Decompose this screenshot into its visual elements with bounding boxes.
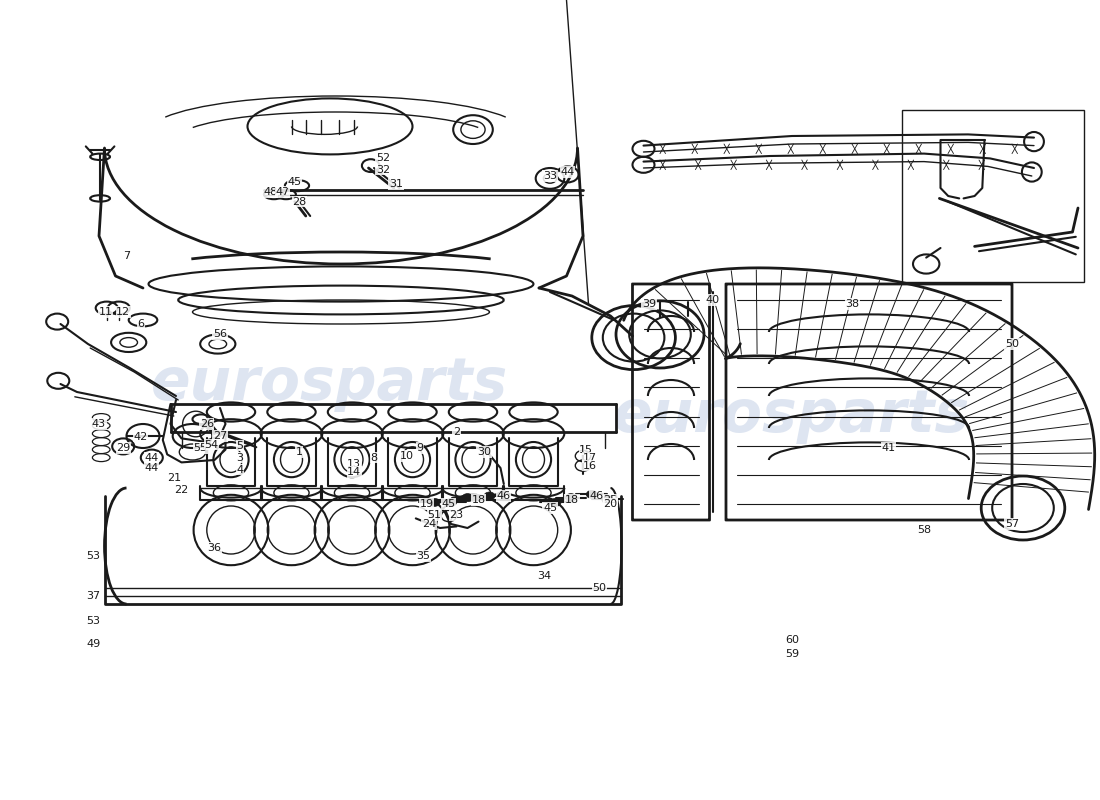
Text: 40: 40	[706, 295, 719, 305]
Ellipse shape	[602, 495, 613, 503]
Text: 1: 1	[296, 447, 303, 457]
Text: 9: 9	[417, 443, 424, 453]
Text: 46: 46	[590, 491, 603, 501]
Text: 18: 18	[565, 495, 579, 505]
Ellipse shape	[586, 490, 597, 498]
Text: 55: 55	[194, 443, 207, 453]
Text: 25: 25	[604, 495, 617, 505]
Text: 17: 17	[583, 453, 596, 462]
Text: 50: 50	[1005, 339, 1019, 349]
Text: 57: 57	[1005, 519, 1019, 529]
Text: 20: 20	[604, 499, 617, 509]
Text: 37: 37	[87, 591, 100, 601]
Text: 7: 7	[123, 251, 130, 261]
Text: 2: 2	[453, 427, 460, 437]
Text: 24: 24	[422, 519, 436, 529]
Text: 29: 29	[117, 443, 130, 453]
Text: 8: 8	[371, 453, 377, 462]
Text: 45: 45	[288, 178, 301, 187]
Text: 58: 58	[917, 525, 931, 534]
Text: 45: 45	[543, 503, 557, 513]
Text: 4: 4	[236, 465, 243, 474]
Text: 14: 14	[348, 467, 361, 477]
Text: 18: 18	[472, 495, 485, 505]
Text: 41: 41	[882, 443, 895, 453]
Text: 52: 52	[376, 154, 389, 163]
Text: 35: 35	[417, 551, 430, 561]
Text: 56: 56	[213, 330, 227, 339]
Text: 45: 45	[442, 499, 455, 509]
Text: 47: 47	[276, 187, 289, 197]
Text: eurosparts: eurosparts	[614, 387, 970, 445]
Text: 31: 31	[389, 179, 403, 189]
Text: 50: 50	[593, 583, 606, 593]
Text: 59: 59	[785, 650, 799, 659]
Ellipse shape	[446, 498, 456, 506]
Bar	[902, 110, 1084, 282]
Text: 48: 48	[264, 187, 277, 197]
Text: 19: 19	[420, 499, 433, 509]
Text: 43: 43	[92, 419, 106, 429]
Text: 5: 5	[236, 441, 243, 450]
Text: 21: 21	[167, 473, 180, 482]
Text: 53: 53	[87, 551, 100, 561]
Text: 6: 6	[138, 319, 144, 329]
Ellipse shape	[550, 498, 561, 506]
Text: 44: 44	[145, 463, 158, 473]
Text: 28: 28	[293, 197, 306, 206]
Text: 46: 46	[497, 491, 510, 501]
Text: 32: 32	[376, 165, 389, 174]
Text: 60: 60	[785, 635, 799, 645]
Text: 10: 10	[400, 451, 414, 461]
Text: 23: 23	[450, 510, 463, 520]
Text: 51: 51	[428, 510, 441, 520]
Text: 30: 30	[477, 447, 491, 457]
Text: 11: 11	[99, 307, 112, 317]
Text: 33: 33	[543, 171, 557, 181]
Text: 42: 42	[134, 432, 147, 442]
Text: 15: 15	[580, 445, 593, 454]
Text: 38: 38	[846, 299, 859, 309]
Text: 54: 54	[205, 440, 218, 450]
Text: 36: 36	[208, 543, 221, 553]
Ellipse shape	[565, 494, 576, 502]
Text: 39: 39	[642, 299, 656, 309]
Text: 26: 26	[200, 419, 213, 429]
Ellipse shape	[484, 492, 495, 500]
Text: 44: 44	[145, 453, 158, 462]
Ellipse shape	[429, 498, 440, 506]
Text: 34: 34	[538, 571, 551, 581]
Text: eurosparts: eurosparts	[152, 355, 508, 413]
Text: 13: 13	[348, 459, 361, 469]
Ellipse shape	[462, 494, 473, 502]
Text: 12: 12	[117, 307, 130, 317]
Text: 3: 3	[236, 453, 243, 462]
Text: 44: 44	[561, 167, 574, 177]
Text: 53: 53	[87, 616, 100, 626]
Text: 49: 49	[87, 639, 100, 649]
Text: 22: 22	[175, 486, 188, 495]
Text: 27: 27	[213, 431, 227, 441]
Text: 16: 16	[583, 461, 596, 470]
